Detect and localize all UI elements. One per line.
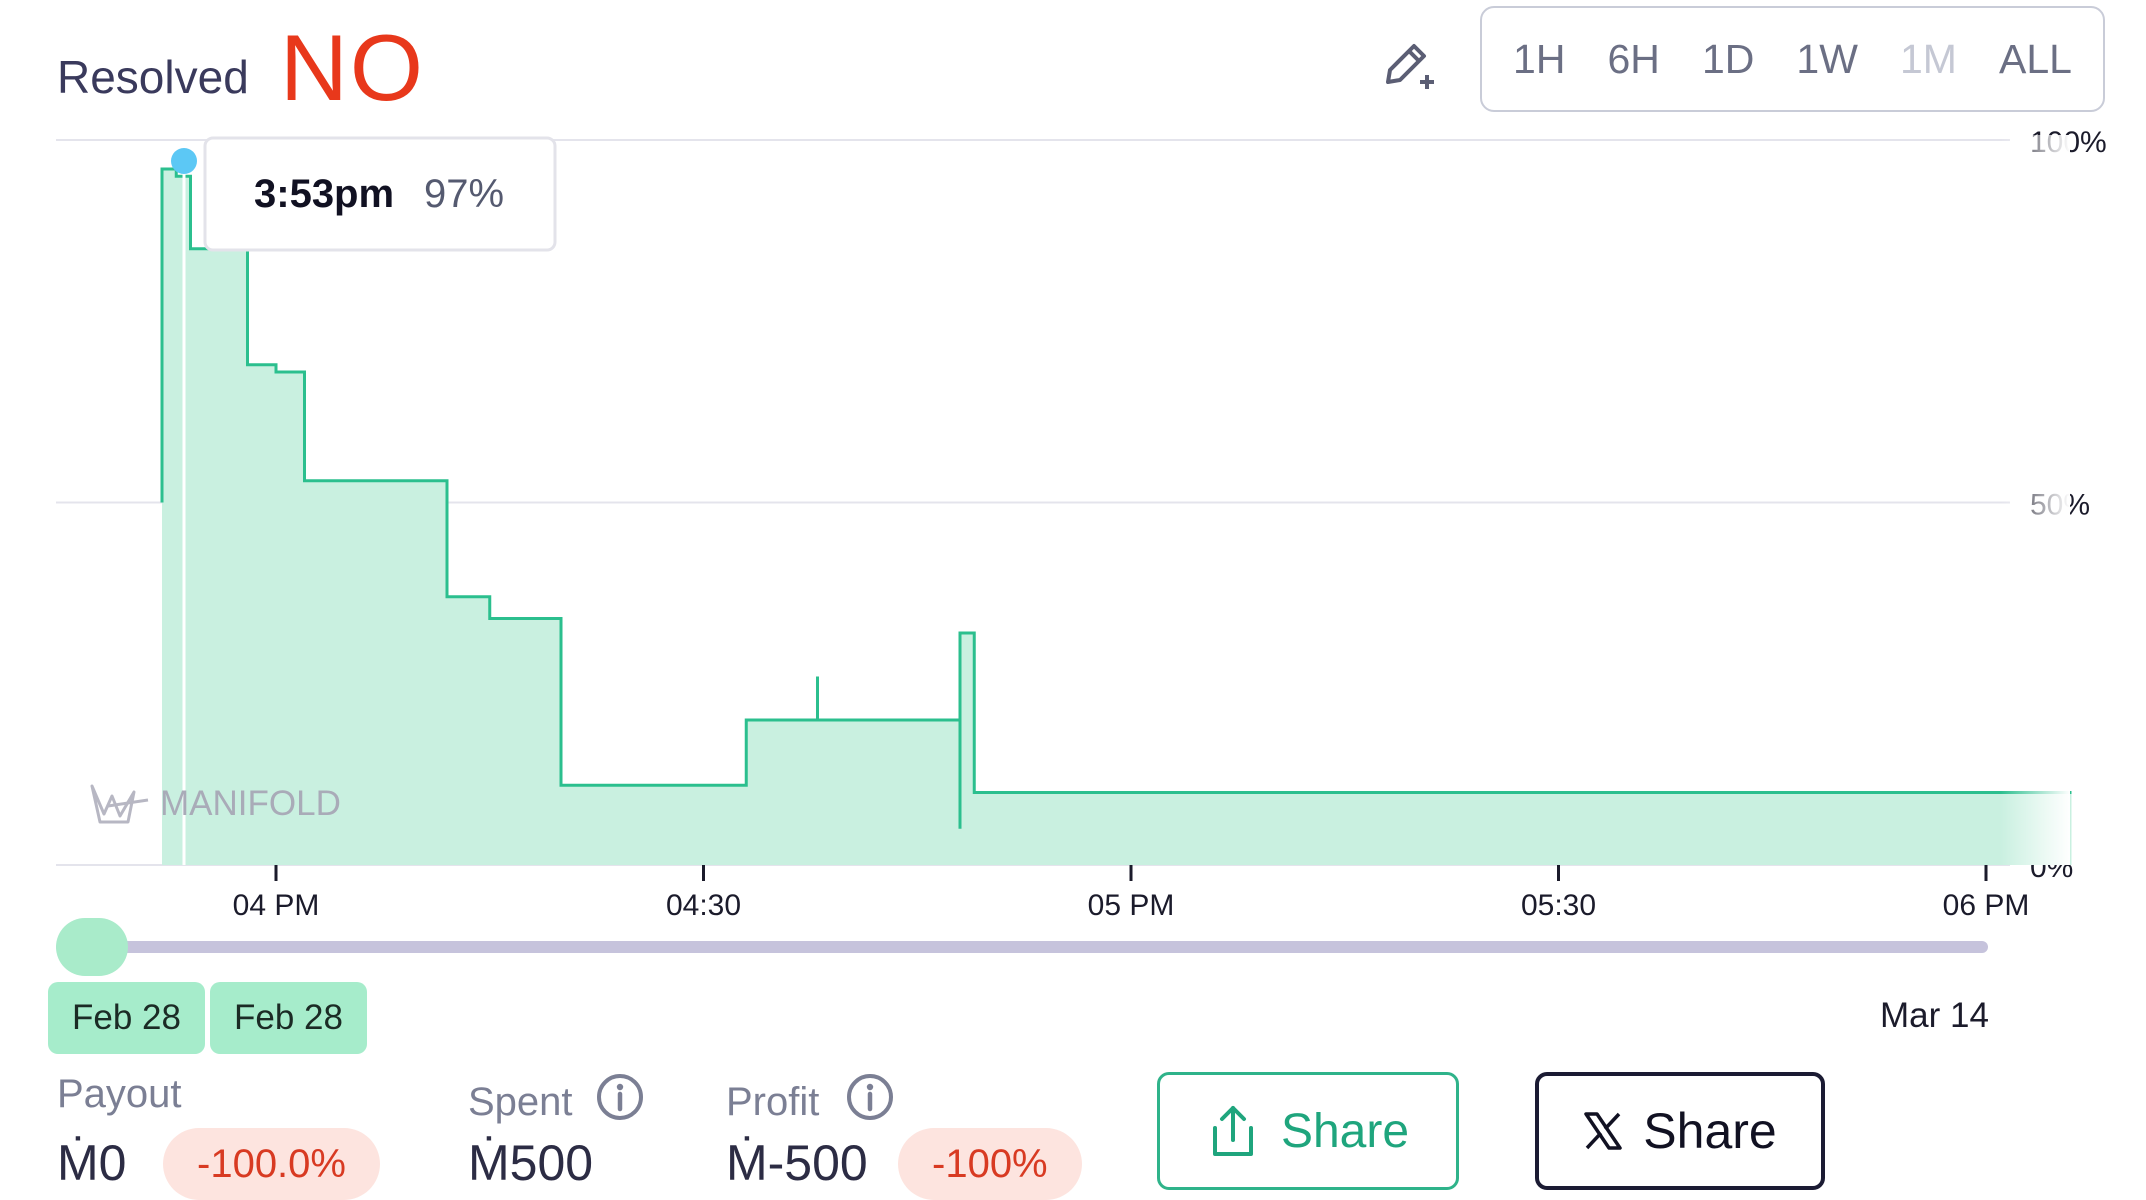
chart-tooltip: 3:53pm 97% [203, 136, 557, 252]
range-1h[interactable]: 1H [1513, 35, 1566, 82]
spent-info-icon[interactable] [595, 1072, 645, 1122]
timeline-scrubber-track[interactable] [56, 941, 1988, 953]
spent-value: Ṁ500 [468, 1135, 594, 1191]
time-range-selector: 1H 6H 1D 1W 1M ALL [1480, 6, 2105, 112]
timeline-scrubber-handle[interactable] [56, 918, 128, 976]
profit-change-badge: -100% [898, 1128, 1082, 1200]
profit-label: Profit [726, 1080, 820, 1124]
payout-change-badge: -100.0% [163, 1128, 380, 1200]
resolved-value: NO [280, 15, 425, 120]
x-share-button[interactable]: Share [1535, 1072, 1825, 1190]
tooltip-time: 3:53pm [254, 172, 394, 216]
share-button[interactable]: Share [1157, 1072, 1459, 1190]
profit-info-icon[interactable] [845, 1072, 895, 1122]
x-tick-label: 04:30 [666, 889, 741, 920]
start-date-pill: Feb 28 [48, 982, 205, 1054]
manifold-logo [90, 784, 149, 824]
edit-button[interactable] [1380, 38, 1434, 92]
range-1d[interactable]: 1D [1701, 35, 1755, 82]
end-date-label: Mar 14 [1880, 996, 1989, 1035]
spent-label: Spent [468, 1080, 573, 1124]
profit-value: Ṁ-500 [726, 1135, 868, 1191]
share-label: Share [1280, 1104, 1410, 1158]
share-upload-icon [1212, 1106, 1253, 1156]
hover-dot [171, 148, 197, 174]
probability-area [162, 161, 2072, 865]
x-tick-label: 06 PM [1943, 889, 2030, 920]
probability-line [160, 161, 2072, 829]
resolved-label: Resolved [57, 51, 249, 103]
x-tick-label: 05:30 [1521, 889, 1596, 920]
range-1m: 1M [1899, 35, 1957, 82]
current-date-pill: Feb 28 [210, 982, 367, 1054]
range-6h[interactable]: 6H [1607, 35, 1660, 82]
pencil-plus-icon [1386, 44, 1434, 89]
payout-value: Ṁ0 [57, 1135, 127, 1191]
x-share-label: Share [1643, 1103, 1777, 1159]
payout-label: Payout [57, 1072, 182, 1116]
tooltip-value: 97% [424, 172, 504, 216]
x-tick-label: 04 PM [233, 889, 320, 920]
x-logo-icon [1584, 1112, 1623, 1150]
range-all[interactable]: ALL [1998, 35, 2072, 82]
range-1w[interactable]: 1W [1796, 35, 1858, 82]
watermark-text: MANIFOLD [160, 784, 341, 823]
x-tick-label: 05 PM [1088, 889, 1175, 920]
